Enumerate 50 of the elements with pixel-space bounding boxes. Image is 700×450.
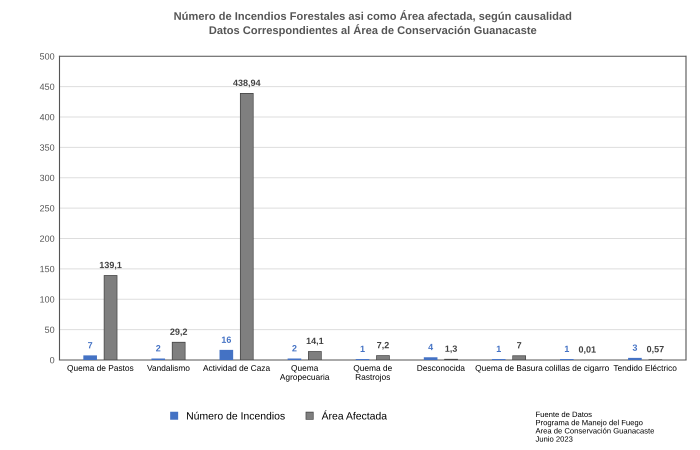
chart-title: Número de Incendios Forestales asi como Área afectada, según causalidad Datos Correspondientes al Área de Conservación Guanacaste xyxy=(174,10,572,36)
bar xyxy=(220,350,234,360)
data-label: 2 xyxy=(292,345,297,352)
legend-label: Número de Incendios xyxy=(186,412,285,420)
x-tick-label: Vandalismo xyxy=(147,364,190,371)
y-tick-label: 100 xyxy=(40,296,54,303)
data-label: 438,94 xyxy=(233,80,261,88)
bar xyxy=(83,355,97,360)
x-tick-label: Quema Agropecuaria xyxy=(280,365,330,382)
data-label: 4 xyxy=(428,344,434,350)
y-tick-label: 150 xyxy=(40,266,54,272)
bar xyxy=(424,357,438,360)
data-label: 1,3 xyxy=(445,345,458,354)
x-tick-label: Actividad de Caza xyxy=(202,364,270,371)
data-label: 1 xyxy=(564,346,570,352)
y-tick-label: 350 xyxy=(40,144,54,151)
bar xyxy=(308,351,322,360)
y-tick-label: 200 xyxy=(40,235,54,242)
x-tick-label: Quema de Rastrojos xyxy=(354,364,392,382)
data-label: 14,1 xyxy=(306,338,324,346)
x-tick-label: Quema de Pastos xyxy=(67,364,134,372)
data-label: 2 xyxy=(156,345,160,352)
data-label: 7,2 xyxy=(377,342,389,350)
data-label: 0,57 xyxy=(646,346,664,354)
y-tick-label: 450 xyxy=(40,84,54,90)
x-tick-label: Quema de Basura xyxy=(476,364,543,372)
data-label: 1 xyxy=(360,346,365,352)
data-label: 139,1 xyxy=(100,262,122,270)
bar xyxy=(376,355,390,360)
bar xyxy=(172,342,186,360)
y-tick-label: 300 xyxy=(40,174,54,182)
data-label: 3 xyxy=(632,344,638,351)
bar xyxy=(240,92,254,360)
bar xyxy=(104,275,118,360)
data-label: 29,2 xyxy=(170,328,188,336)
x-tick-label: Desconocida xyxy=(417,364,465,371)
y-tick-label: 500 xyxy=(40,53,54,60)
data-label: 0,01 xyxy=(578,346,596,354)
bar xyxy=(512,355,526,360)
x-tick-label: Tendido Eléctrico xyxy=(614,364,677,371)
y-tick-label: 400 xyxy=(40,114,54,120)
y-tick-label: 0 xyxy=(50,356,54,364)
y-tick-label: 50 xyxy=(44,326,54,333)
y-tick-label: 250 xyxy=(40,205,54,212)
data-label: 16 xyxy=(222,336,232,343)
legend-label: Área Afectada xyxy=(322,410,388,420)
data-label: 7 xyxy=(88,342,92,348)
x-tick-label: colillas de cigarro xyxy=(545,364,609,373)
data-label: 7 xyxy=(517,342,522,348)
data-label: 1 xyxy=(496,346,501,352)
